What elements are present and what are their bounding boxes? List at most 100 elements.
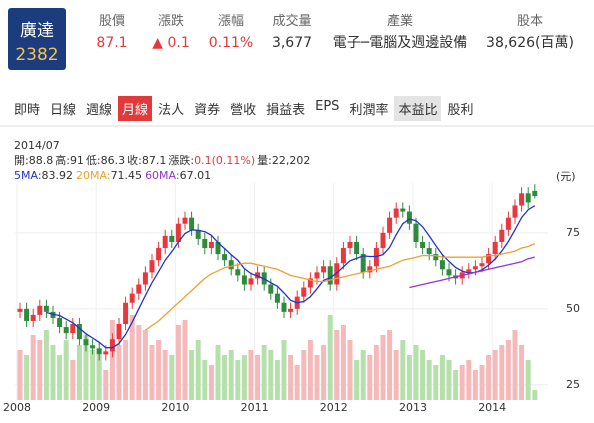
- candle-body: [228, 260, 234, 270]
- info-value: 91: [69, 154, 84, 167]
- volume-bar: [426, 360, 432, 400]
- ma-line: [145, 243, 536, 331]
- field-label: 股價: [98, 14, 125, 29]
- candle-body: [387, 217, 393, 233]
- tab[interactable]: 日線: [50, 103, 77, 118]
- info-label: 低:: [85, 154, 101, 167]
- candle-body: [413, 223, 419, 242]
- volume-bar: [492, 350, 498, 400]
- volume-bar: [103, 370, 109, 400]
- candle-body: [321, 266, 327, 273]
- candle-body: [400, 208, 406, 212]
- y-tick-label: 50: [566, 302, 580, 315]
- volume-bar: [301, 350, 307, 400]
- volume-bar: [327, 315, 333, 400]
- volume-bar: [314, 355, 320, 400]
- info-label: 高:: [55, 154, 70, 167]
- candle-body: [43, 305, 49, 312]
- volume-bar: [505, 340, 511, 400]
- volume-bar: [189, 350, 195, 400]
- tab-bar: 即時 日線 週線 月線 法人 資券 營收 損益表 EPS 利潤率 本益比 股利: [10, 96, 479, 121]
- volume-bar: [519, 345, 525, 400]
- info-value: 22,202: [271, 154, 311, 167]
- tab[interactable]: EPS: [315, 99, 340, 114]
- volume-bar: [420, 350, 426, 400]
- candle-body: [446, 269, 452, 276]
- tab[interactable]: 即時: [14, 103, 41, 118]
- legend-label: 5MA:: [14, 169, 42, 182]
- candle-body: [367, 266, 373, 273]
- x-tick-label: 2014: [478, 401, 506, 414]
- volume-bar: [156, 340, 162, 400]
- info-value: 88.8: [28, 154, 54, 167]
- volume-bar: [321, 345, 327, 400]
- volume-bar: [96, 355, 102, 400]
- volume-bar: [149, 345, 155, 400]
- x-tick-label: 2013: [399, 401, 427, 414]
- tab[interactable]: 本益比: [394, 96, 442, 121]
- candle-body: [360, 254, 366, 273]
- volume-bar: [162, 350, 168, 400]
- tab[interactable]: 利潤率: [349, 103, 389, 118]
- volume-bar: [393, 350, 399, 400]
- volume-bar: [116, 345, 122, 400]
- candle-body: [347, 241, 353, 249]
- field-value: 電子─電腦及週邊設備: [332, 35, 468, 51]
- volume-bar: [499, 345, 505, 400]
- volume-bar: [241, 355, 247, 400]
- tab[interactable]: 損益表: [266, 103, 306, 118]
- volume-bar: [413, 345, 419, 400]
- legend-value: 71.45: [110, 169, 143, 182]
- volume-bar: [175, 325, 181, 400]
- stock-badge: 廣達 2382: [8, 8, 66, 70]
- tab[interactable]: 資券: [194, 103, 221, 118]
- candle-body: [486, 254, 492, 264]
- volume-bar: [453, 370, 459, 400]
- tab[interactable]: 週線: [86, 103, 113, 118]
- candle-body: [215, 241, 221, 255]
- stock-code: 2382: [15, 45, 59, 65]
- volume-bar: [288, 355, 294, 400]
- tab[interactable]: 月線: [118, 96, 153, 121]
- tab[interactable]: 股利: [447, 103, 474, 118]
- candle-body: [222, 254, 228, 261]
- candle-body: [202, 238, 208, 249]
- volume-bar: [387, 330, 393, 400]
- volume-bar: [202, 360, 208, 400]
- candle-body: [149, 260, 155, 273]
- volume-bar: [281, 340, 287, 400]
- field-label: 漲幅: [217, 14, 244, 29]
- volume-bar: [380, 335, 386, 400]
- candle-body: [162, 235, 168, 249]
- candle-body: [123, 302, 129, 325]
- tab[interactable]: 營收: [230, 103, 257, 118]
- candle-body: [380, 232, 386, 249]
- field-value: 38,626(百萬): [486, 35, 574, 51]
- candle-body: [281, 302, 287, 312]
- field-label: 股本: [516, 14, 543, 29]
- volume-bar: [307, 340, 313, 400]
- volume-bar: [400, 340, 406, 400]
- volume-bar: [525, 360, 531, 400]
- field-label: 成交量: [272, 14, 312, 29]
- y-tick-label: 75: [566, 226, 580, 239]
- candle-body: [169, 235, 175, 242]
- candle-body: [189, 217, 195, 230]
- tab[interactable]: 法人: [158, 103, 185, 118]
- candle-body: [24, 308, 30, 321]
- field-value: 0.11%: [208, 35, 254, 51]
- candle-body: [420, 241, 426, 249]
- quote-field: 股價 87.1: [92, 10, 132, 51]
- volume-bar: [30, 335, 36, 400]
- candle-body: [433, 254, 439, 261]
- volume-bar: [360, 350, 366, 400]
- y-axis-label: (元): [556, 170, 576, 183]
- volume-bar: [472, 370, 478, 400]
- info-value: 87.1: [141, 154, 167, 167]
- candle-body: [103, 351, 109, 355]
- candle-body: [472, 266, 478, 270]
- candle-body: [268, 284, 274, 294]
- candle-body: [512, 205, 518, 218]
- candle-body: [129, 293, 135, 303]
- volume-bar: [83, 335, 89, 400]
